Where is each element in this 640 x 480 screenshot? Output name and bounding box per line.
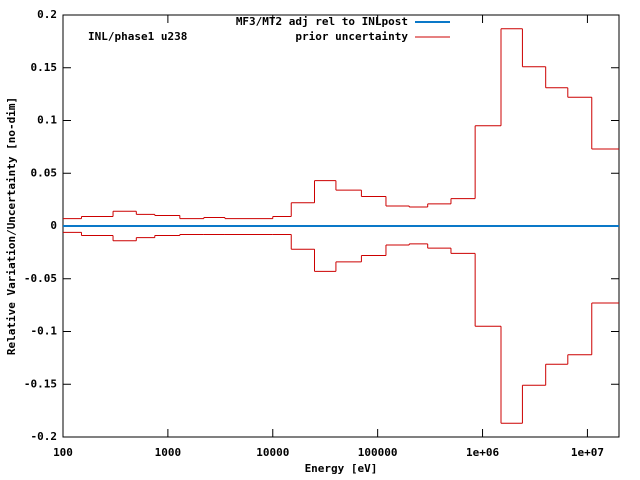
y-tick-label: 0.05 xyxy=(31,166,58,179)
y-tick-label: 0 xyxy=(50,219,57,232)
y-tick-label: 0.15 xyxy=(31,61,58,74)
x-tick-label: 1000 xyxy=(155,446,182,459)
y-tick-label: -0.05 xyxy=(24,272,57,285)
y-axis-label: Relative Variation/Uncertainty [no-dim] xyxy=(5,97,18,355)
y-tick-label: 0.1 xyxy=(37,114,57,127)
x-tick-label: 1e+06 xyxy=(466,446,499,459)
x-axis-label: Energy [eV] xyxy=(305,462,378,475)
y-tick-label: -0.2 xyxy=(31,430,58,443)
y-tick-label: 0.2 xyxy=(37,8,57,21)
legend-label: prior uncertainty xyxy=(295,30,408,43)
x-tick-label: 1e+07 xyxy=(571,446,604,459)
legend-label: MF3/MT2 adj rel to INLpost xyxy=(236,15,408,28)
y-tick-label: -0.15 xyxy=(24,377,57,390)
y-tick-label: -0.1 xyxy=(31,325,58,338)
x-tick-label: 100000 xyxy=(358,446,398,459)
annotation: INL/phase1 u238 xyxy=(88,30,187,43)
x-tick-label: 100 xyxy=(53,446,73,459)
x-tick-label: 10000 xyxy=(256,446,289,459)
